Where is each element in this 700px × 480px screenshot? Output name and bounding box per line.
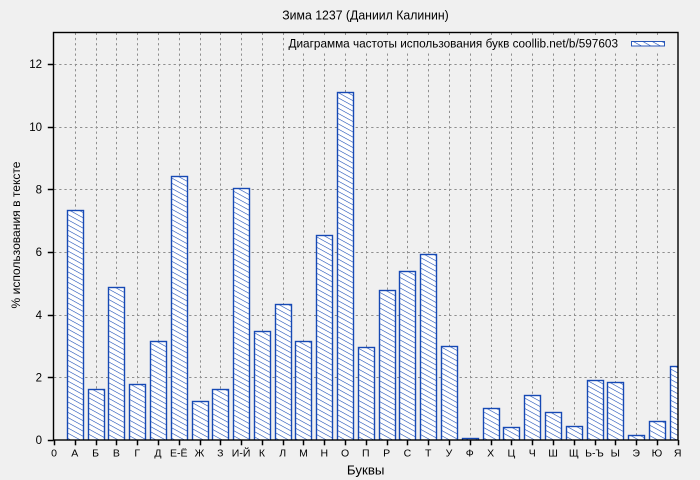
svg-text:Э: Э — [632, 447, 640, 459]
svg-text:П: П — [362, 447, 370, 459]
svg-text:М: М — [299, 447, 308, 459]
svg-text:Ш: Ш — [548, 447, 558, 459]
svg-text:В: В — [113, 447, 120, 459]
svg-text:О: О — [341, 447, 349, 459]
svg-text:Ы: Ы — [611, 447, 620, 459]
svg-text:Ф: Ф — [466, 447, 474, 459]
svg-text:Х: Х — [487, 447, 494, 459]
svg-text:8: 8 — [36, 185, 42, 197]
svg-text:Я: Я — [674, 447, 682, 459]
svg-text:Диаграмма частоты использовани: Диаграмма частоты использования букв coo… — [289, 36, 619, 50]
svg-text:10: 10 — [29, 122, 42, 134]
svg-text:Ч: Ч — [529, 447, 536, 459]
svg-text:Зима 1237 (Даниил Калинин): Зима 1237 (Даниил Калинин) — [282, 9, 449, 23]
svg-text:У: У — [446, 447, 453, 459]
svg-text:Н: Н — [321, 447, 329, 459]
svg-text:% использования в тексте: % использования в тексте — [9, 161, 23, 308]
svg-text:0: 0 — [51, 447, 57, 459]
svg-text:Ю: Ю — [652, 447, 663, 459]
svg-text:2: 2 — [36, 373, 42, 385]
svg-text:Б: Б — [92, 447, 99, 459]
svg-text:Л: Л — [279, 447, 286, 459]
svg-text:Р: Р — [383, 447, 390, 459]
svg-text:И-Й: И-Й — [232, 446, 251, 459]
svg-text:З: З — [217, 447, 223, 459]
svg-text:К: К — [259, 447, 266, 459]
svg-text:Ц: Ц — [508, 447, 516, 459]
svg-text:Щ: Щ — [569, 447, 579, 459]
svg-text:4: 4 — [36, 310, 43, 322]
svg-text:Буквы: Буквы — [347, 462, 385, 477]
svg-text:Д: Д — [154, 447, 161, 459]
svg-text:0: 0 — [36, 435, 42, 447]
svg-text:Ж: Ж — [195, 447, 205, 459]
svg-text:12: 12 — [29, 59, 42, 71]
svg-text:Г: Г — [134, 447, 140, 459]
svg-text:С: С — [404, 447, 412, 459]
svg-text:6: 6 — [36, 247, 42, 259]
svg-text:Т: Т — [425, 447, 432, 459]
svg-text:Е-Ё: Е-Ё — [170, 447, 188, 459]
svg-text:А: А — [71, 447, 78, 459]
svg-text:Ь-Ъ: Ь-Ъ — [585, 447, 604, 459]
